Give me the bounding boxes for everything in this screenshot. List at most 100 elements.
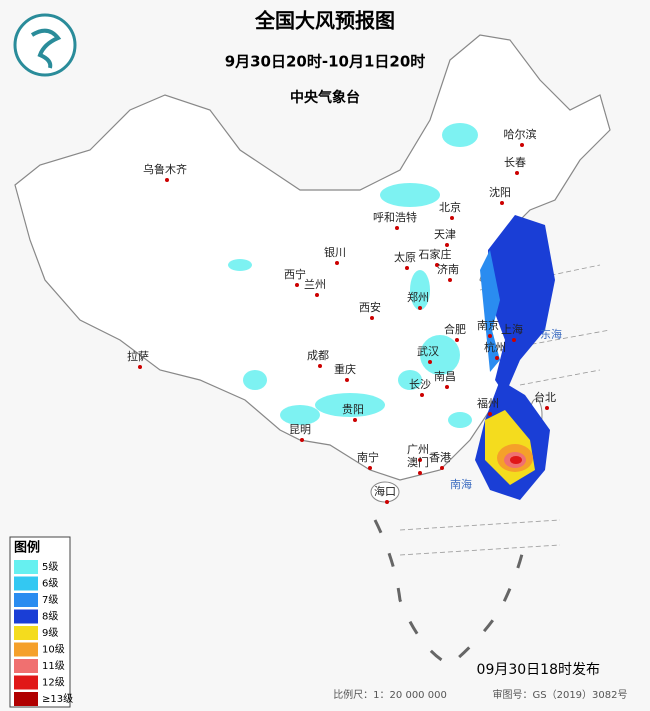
wind-area-5 [442,123,478,147]
period: 9月30日20时-10月1日20时 [225,53,426,71]
legend-swatch [14,642,38,657]
wind-area-7 [480,250,500,372]
wind-area-5 [448,412,472,428]
logo-mark [30,28,62,69]
legend-label: 7级 [42,594,58,606]
approval: 审图号：GS（2019）3082号 [493,688,628,701]
city-label: 太原 [394,251,416,264]
city-dot [488,412,492,416]
legend-label: 5级 [42,561,58,573]
city-label: 长沙 [409,378,431,391]
legend-swatch [14,609,38,624]
city-label: 兰州 [304,278,326,291]
city-label: 呼和浩特 [373,210,417,224]
city-label: 银川 [324,245,346,259]
city-label: 济南 [437,262,459,276]
city-dot [440,466,444,470]
city-label: 香港 [429,451,451,464]
wind-area-5 [280,405,320,425]
city-label: 南昌 [434,370,456,383]
legend-label: ≥13级 [42,693,73,705]
legend-label: 10级 [42,644,65,656]
city-dot [353,418,357,422]
city-label: 上海 [501,322,523,336]
city-dot [385,500,389,504]
wind-areas [228,123,555,500]
south-sea-line [373,519,527,667]
city-dot [138,365,142,369]
city-dot [512,338,516,342]
city-label: 哈尔滨 [504,127,537,141]
city-dot [428,360,432,364]
city-dot [445,243,449,247]
city-dot [370,316,374,320]
city-dot [345,378,349,382]
city-label: 拉萨 [127,349,149,363]
legend-swatch [14,675,38,690]
sea-label: 南海 [450,477,472,491]
legend-swatch [14,593,38,607]
legend-swatch [14,659,38,673]
legend-label: 6级 [42,578,58,590]
scale: 比例尺：1：20 000 000 [333,688,447,701]
title: 全国大风预报图 [254,9,395,33]
city-dot [418,458,422,462]
legend-label: 12级 [42,677,65,689]
city-label: 武汉 [417,345,439,358]
legend-label: 11级 [42,660,65,672]
city-label: 台北 [534,390,556,404]
legend-label: 9级 [42,627,58,639]
city-dot [405,266,409,270]
city-label: 南京 [477,318,499,332]
city-dot [495,356,499,360]
city-dot [448,278,452,282]
wind-area-8 [488,215,555,395]
city-dot [368,466,372,470]
city-label: 天津 [434,228,456,241]
city-label: 成都 [307,349,329,362]
city-dot [545,406,549,410]
city-label: 重庆 [334,362,356,376]
city-label: 长春 [504,156,526,169]
city-label: 沈阳 [489,185,511,199]
wind-area-5 [315,393,385,417]
issuer: 中央气象台 [290,89,360,106]
legend-label: 8级 [42,611,58,623]
wind-area-12 [510,456,522,464]
city-label: 郑州 [407,290,429,304]
published: 09月30日18时发布 [477,662,600,678]
city-dot [435,263,439,267]
wind-area-5 [380,183,440,207]
legend-swatch [14,626,38,640]
wind-area-5 [420,335,460,375]
city-dot [418,306,422,310]
city-dot [315,293,319,297]
wind-area-5 [243,370,267,390]
city-dot [500,201,504,205]
wind-area-5 [228,259,252,271]
city-dot [295,283,299,287]
sea-label: 东海 [540,327,562,341]
city-label: 福州 [477,396,499,410]
wind-area-5 [410,270,430,310]
city-label: 乌鲁木齐 [143,162,187,176]
city-label: 广州 [407,443,429,456]
city-dot [420,393,424,397]
city-dot [515,171,519,175]
city-label: 西宁 [284,267,306,281]
city-dot [520,143,524,147]
city-dot [165,178,169,182]
city-label: 杭州 [484,340,506,354]
city-dot [300,438,304,442]
wind-area-5 [398,370,422,390]
city-label: 合肥 [444,322,466,336]
city-dot [450,216,454,220]
city-dot [395,226,399,230]
city-label: 西安 [359,300,381,314]
legend-swatch [14,576,38,591]
city-dot [445,385,449,389]
legend-swatch [14,692,38,706]
city-label: 南宁 [357,450,379,464]
city-label: 石家庄 [419,247,452,261]
